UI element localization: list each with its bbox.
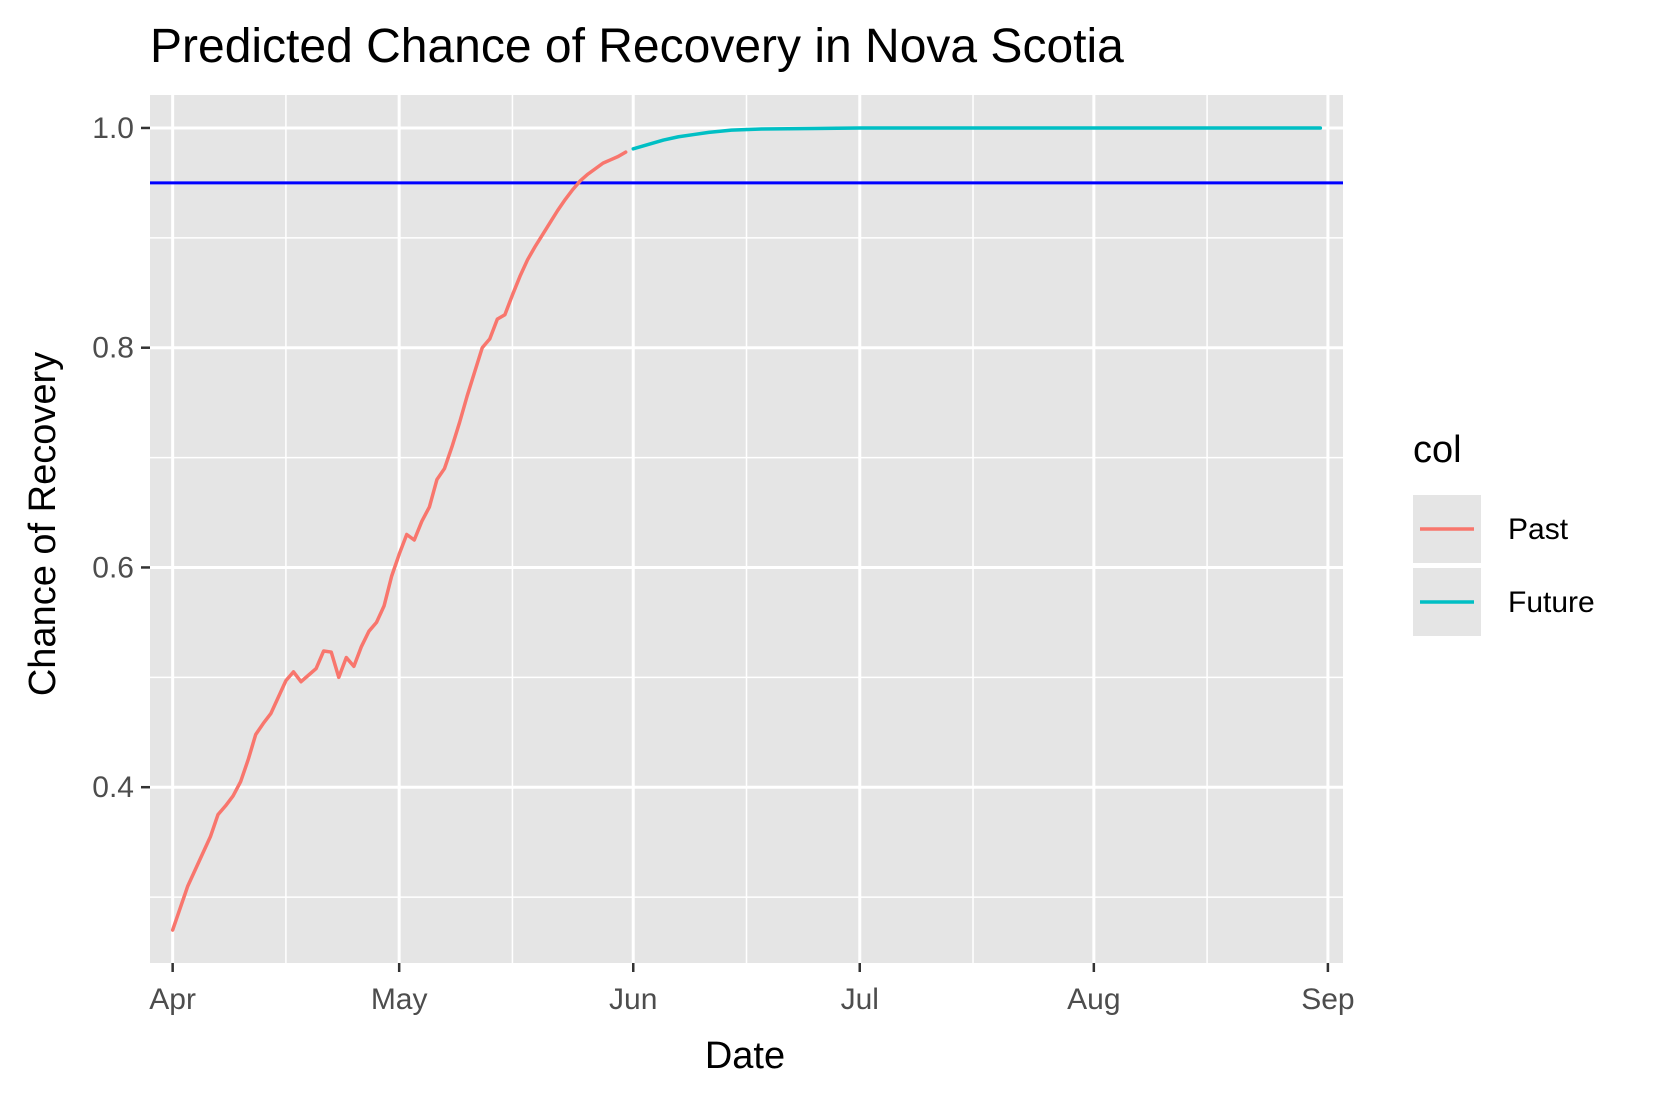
legend-label: Future	[1508, 586, 1595, 619]
x-axis-title: Date	[705, 1035, 785, 1077]
x-tick-label: May	[371, 983, 428, 1016]
x-tick-label: Jun	[609, 983, 657, 1016]
x-axis: Apr May Jun Jul Aug Sep	[149, 963, 1355, 1016]
y-tick-label: 1.0	[92, 112, 134, 145]
legend-title: col	[1413, 429, 1462, 471]
series-line-future	[631, 126, 1323, 151]
legend-label: Past	[1508, 513, 1569, 546]
y-tick-label: 0.8	[92, 332, 134, 365]
y-axis-title: Chance of Recovery	[22, 352, 64, 696]
x-tick-label: Aug	[1067, 983, 1120, 1016]
chart-title: Predicted Chance of Recovery in Nova Sco…	[150, 20, 1124, 73]
grid-minor	[150, 95, 1343, 963]
y-axis: 0.4 0.6 0.8 1.0	[92, 112, 150, 804]
series-layer	[170, 126, 1323, 932]
y-tick-label: 0.4	[92, 771, 134, 804]
y-tick-label: 0.6	[92, 551, 134, 584]
x-tick-label: Jul	[841, 983, 879, 1016]
x-tick-label: Apr	[149, 983, 196, 1016]
x-tick-label: Sep	[1301, 983, 1354, 1016]
legend-items: Past Future	[1413, 495, 1595, 636]
legend: col Past Future	[1413, 429, 1595, 636]
series-line-past	[170, 150, 628, 932]
